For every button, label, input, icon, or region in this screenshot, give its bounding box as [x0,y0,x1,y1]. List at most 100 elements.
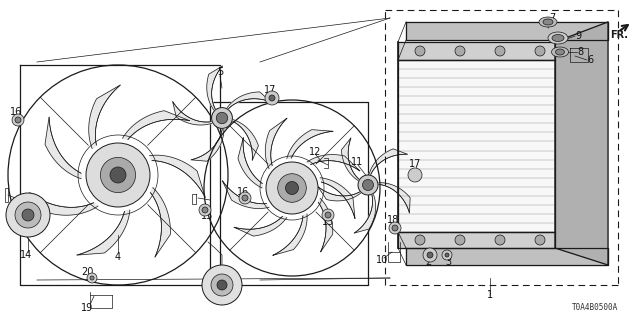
Circle shape [455,46,465,56]
Polygon shape [89,85,120,148]
Text: FR.: FR. [610,30,628,40]
Text: 5: 5 [217,67,223,77]
Text: 10: 10 [376,255,388,265]
Text: 19: 19 [81,303,93,313]
Circle shape [269,95,275,101]
Polygon shape [191,129,224,161]
Text: 9: 9 [575,31,581,41]
Polygon shape [379,183,410,213]
Circle shape [278,174,307,202]
Polygon shape [341,138,359,180]
Circle shape [415,46,425,56]
Text: 8: 8 [577,47,583,57]
Ellipse shape [556,49,564,55]
Polygon shape [555,22,608,265]
Polygon shape [398,42,555,60]
Circle shape [455,235,465,245]
Text: 11: 11 [351,157,363,167]
Polygon shape [45,117,81,179]
Polygon shape [406,22,608,40]
Circle shape [110,167,126,183]
Circle shape [202,207,208,213]
Polygon shape [273,214,307,255]
Polygon shape [354,195,376,233]
Circle shape [362,180,374,190]
Circle shape [325,212,331,218]
Text: 2: 2 [425,257,431,267]
Polygon shape [233,120,259,160]
Circle shape [495,46,505,56]
Polygon shape [318,187,360,201]
Circle shape [242,195,248,201]
Circle shape [211,274,233,296]
Circle shape [86,143,150,207]
Circle shape [216,112,228,124]
Circle shape [389,222,401,234]
Text: 12: 12 [309,147,321,157]
Text: 15: 15 [322,217,334,227]
Text: T0A4B0500A: T0A4B0500A [572,303,618,312]
Polygon shape [173,101,212,125]
Ellipse shape [548,32,568,44]
Circle shape [87,273,97,283]
Circle shape [535,235,545,245]
Text: 20: 20 [81,267,93,277]
Circle shape [12,114,24,126]
Circle shape [266,162,318,214]
Polygon shape [150,155,205,197]
Circle shape [100,157,136,193]
Text: 6: 6 [587,55,593,65]
Circle shape [90,276,94,280]
Polygon shape [406,248,608,265]
Polygon shape [398,232,555,248]
Circle shape [423,248,437,262]
Text: 15: 15 [201,211,213,221]
Circle shape [445,253,449,257]
Polygon shape [30,193,98,215]
Circle shape [199,204,211,216]
Text: 13: 13 [214,287,226,297]
Circle shape [6,193,50,237]
Ellipse shape [539,17,557,27]
Text: 17: 17 [409,159,421,169]
Circle shape [15,202,41,228]
Ellipse shape [552,47,568,57]
Ellipse shape [552,35,564,42]
Polygon shape [266,118,287,169]
Text: 16: 16 [237,187,249,197]
Polygon shape [307,155,360,171]
Circle shape [265,91,279,105]
Circle shape [285,181,298,195]
Polygon shape [238,138,262,188]
Circle shape [358,175,378,195]
Circle shape [415,235,425,245]
Circle shape [22,209,34,221]
Circle shape [15,117,21,123]
Text: 17: 17 [264,85,276,95]
Circle shape [408,168,422,182]
Text: 18: 18 [387,215,399,225]
Circle shape [239,192,251,204]
Polygon shape [234,216,287,236]
Polygon shape [398,60,555,232]
Circle shape [427,252,433,258]
Circle shape [442,250,452,260]
Text: 3: 3 [445,257,451,267]
Polygon shape [222,181,269,209]
Circle shape [322,209,334,221]
Text: 7: 7 [549,13,555,23]
Circle shape [202,265,242,305]
Polygon shape [287,130,333,158]
Polygon shape [207,66,222,110]
Circle shape [217,280,227,290]
Text: 4: 4 [115,252,121,262]
Polygon shape [320,178,355,219]
Circle shape [212,108,232,128]
Polygon shape [122,111,190,140]
Polygon shape [318,198,333,252]
Circle shape [535,46,545,56]
Circle shape [495,235,505,245]
Polygon shape [369,149,408,174]
Ellipse shape [543,19,553,25]
Polygon shape [77,210,130,255]
